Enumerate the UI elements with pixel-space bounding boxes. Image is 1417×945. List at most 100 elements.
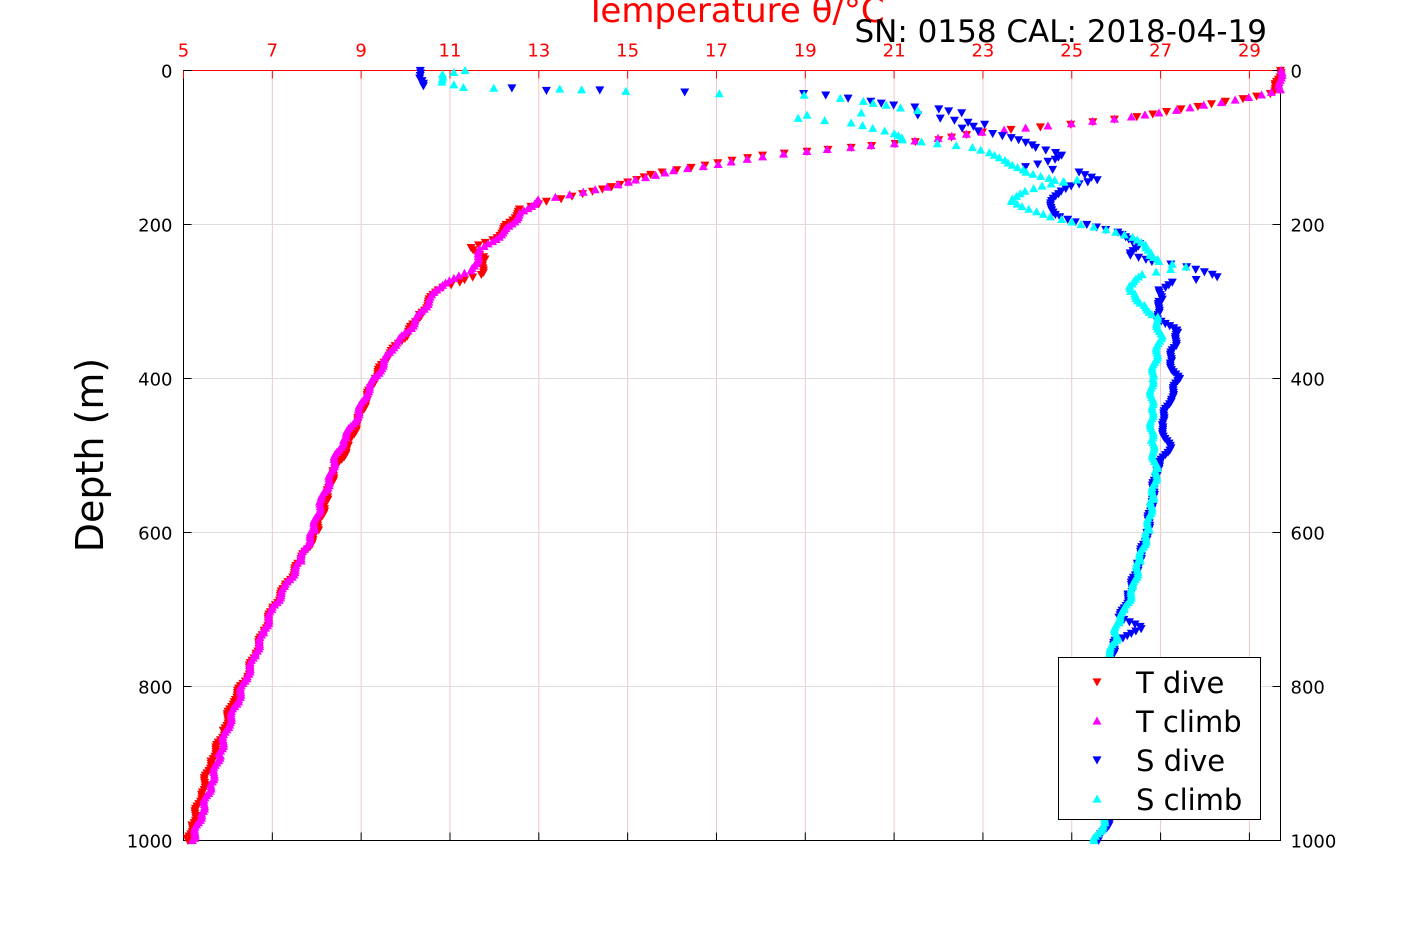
- data-point: [1074, 168, 1084, 177]
- y-tick-label-right: 1000: [1291, 832, 1337, 853]
- data-point: [1038, 209, 1048, 218]
- data-point: [984, 148, 994, 157]
- legend: T dive T climb S dive S climb: [1058, 657, 1261, 820]
- data-point: [1126, 112, 1136, 121]
- data-point: [449, 67, 459, 77]
- data-point: [460, 268, 470, 277]
- y-tick-label-left: 200: [138, 216, 172, 237]
- data-point: [1191, 275, 1201, 285]
- data-point: [1134, 253, 1144, 262]
- data-point: [949, 116, 959, 125]
- data-point: [1043, 121, 1053, 130]
- data-point: [565, 190, 575, 199]
- legend-marker: [1092, 678, 1102, 687]
- data-point: [1118, 634, 1128, 643]
- data-point: [957, 124, 967, 133]
- data-point: [437, 77, 447, 86]
- data-point: [1041, 146, 1051, 155]
- data-point: [1166, 264, 1176, 274]
- data-point: [641, 173, 651, 182]
- data-point: [1193, 102, 1203, 111]
- data-point: [1124, 618, 1134, 627]
- x-tick-label: 21: [883, 41, 906, 62]
- x-tick-label: 29: [1238, 41, 1261, 62]
- data-point: [1092, 176, 1102, 185]
- data-point: [1199, 100, 1209, 109]
- x-tick-label: 25: [1060, 41, 1083, 62]
- data-point: [607, 183, 617, 192]
- legend-label: T dive: [1135, 666, 1224, 700]
- data-point: [973, 127, 983, 136]
- data-point: [1176, 105, 1186, 114]
- data-point: [876, 99, 886, 108]
- data-point: [1007, 160, 1017, 169]
- data-point: [1191, 265, 1201, 274]
- data-point: [1048, 165, 1058, 174]
- data-point: [976, 145, 986, 154]
- data-point: [668, 166, 678, 175]
- sn-cal-annotation: SN: 0158 CAL: 2018-04-19: [855, 14, 1268, 50]
- data-point: [1021, 123, 1031, 132]
- data-point: [977, 127, 987, 136]
- data-point: [858, 121, 868, 130]
- data-point: [1126, 629, 1136, 638]
- data-point: [1036, 171, 1046, 180]
- data-point: [897, 135, 907, 144]
- data-point: [935, 114, 945, 123]
- data-point: [1055, 213, 1065, 222]
- data-point: [1059, 177, 1069, 186]
- data-point: [1003, 158, 1013, 167]
- data-point: [479, 241, 489, 251]
- x-tick-label: 23: [971, 41, 994, 62]
- x-axis-ticks: 5 7 9 11 13 15 17 19 21 23 25 27 29: [178, 41, 1261, 841]
- data-point: [1101, 225, 1111, 234]
- data-point: [460, 66, 470, 75]
- data-point: [1181, 262, 1191, 271]
- y-tick-label-right: 800: [1291, 678, 1325, 699]
- data-point: [474, 241, 484, 250]
- data-point: [1076, 220, 1086, 229]
- data-point: [1131, 627, 1141, 636]
- x-tick-label: 27: [1149, 41, 1172, 62]
- data-point: [868, 123, 878, 132]
- data-point: [1212, 273, 1222, 282]
- data-point: [466, 266, 476, 275]
- data-point: [555, 84, 565, 93]
- y-tick-label-right: 0: [1291, 62, 1302, 83]
- data-point: [602, 182, 612, 191]
- series-t-climb: [187, 66, 1287, 845]
- data-point: [1089, 222, 1099, 231]
- data-point: [1006, 134, 1016, 143]
- data-point: [476, 270, 486, 280]
- data-point: [968, 122, 978, 131]
- data-point: [1082, 220, 1092, 229]
- data-point: [541, 86, 551, 96]
- data-point: [1063, 215, 1073, 224]
- data-point: [889, 139, 899, 148]
- data-point: [1020, 186, 1030, 195]
- data-point: [1088, 116, 1098, 125]
- data-point: [1083, 178, 1093, 187]
- data-point: [802, 146, 812, 155]
- data-point: [578, 187, 588, 196]
- data-point: [1050, 155, 1060, 164]
- data-point: [713, 159, 723, 169]
- data-point: [895, 103, 905, 112]
- x-tick-label: 9: [355, 41, 366, 62]
- x-tick-label: 15: [616, 41, 639, 62]
- data-point: [1119, 230, 1129, 239]
- legend-box: [1058, 657, 1261, 820]
- data-point: [1140, 110, 1150, 119]
- data-point: [1032, 207, 1042, 216]
- data-point: [714, 89, 724, 98]
- data-point: [1185, 103, 1195, 112]
- data-point: [1017, 202, 1027, 211]
- data-point: [1061, 184, 1071, 194]
- data-point: [1028, 169, 1038, 178]
- data-point: [932, 139, 942, 148]
- data-point: [1199, 268, 1209, 277]
- data-point: [595, 86, 605, 95]
- y-axis-ticks: 0 0 200 200 400 400 600 600 800 800 1000 1000: [127, 62, 1337, 853]
- data-point: [758, 152, 768, 161]
